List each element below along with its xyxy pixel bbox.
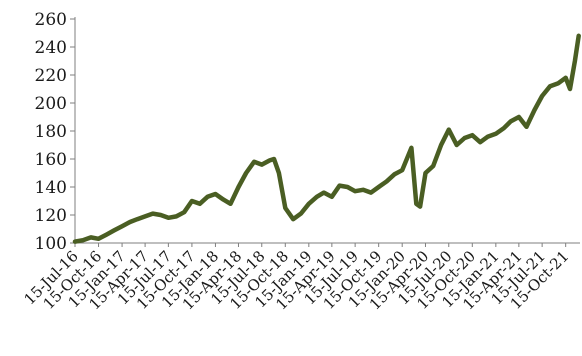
- x-axis: 15-Jul-1615-Oct-1615-Jan-1715-Apr-1715-J…: [20, 242, 580, 314]
- y-tick-label: 260: [35, 10, 67, 30]
- y-tick-label: 100: [35, 234, 67, 254]
- y-tick-label: 120: [35, 206, 67, 226]
- y-axis: 100 120 140 160 180 200 220 240 260: [35, 10, 76, 254]
- y-tick-label: 160: [35, 150, 67, 170]
- series-line: [72, 33, 581, 244]
- y-tick-label: 140: [35, 178, 67, 198]
- y-tick-label: 200: [35, 94, 67, 114]
- y-tick-label: 180: [35, 122, 67, 142]
- y-tick-label: 240: [35, 38, 67, 58]
- plot-area: [72, 33, 581, 244]
- y-tick-label: 220: [35, 66, 67, 86]
